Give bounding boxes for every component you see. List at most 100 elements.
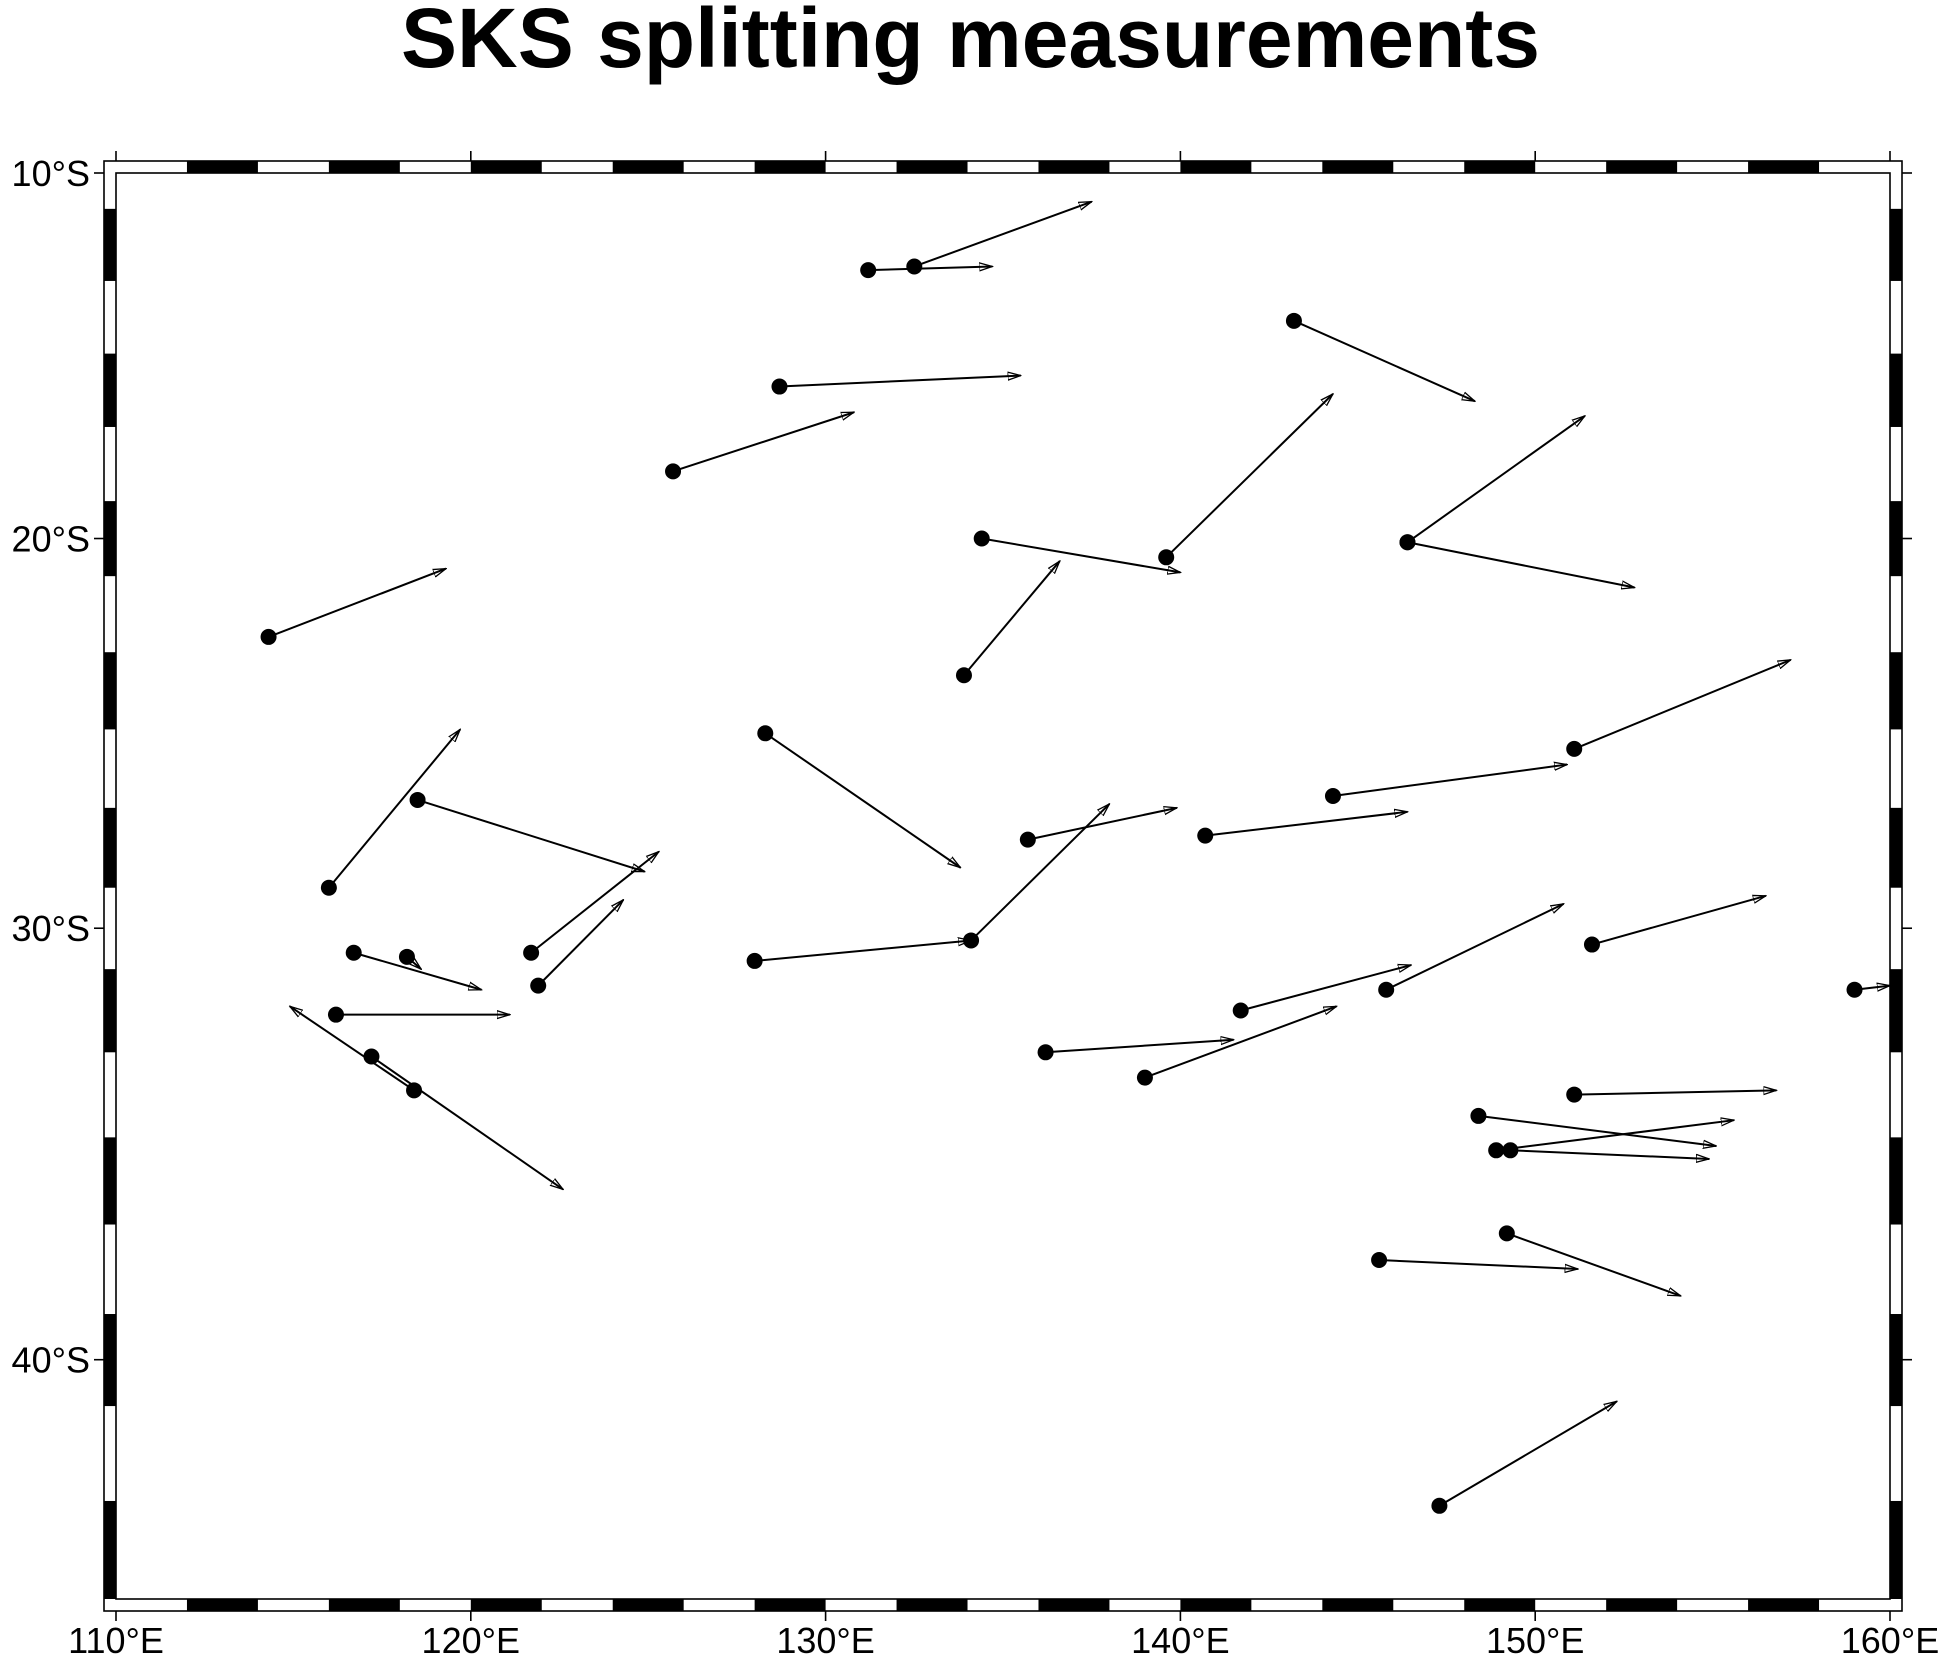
station-dot [1846,981,1863,998]
splitting-vector [672,411,854,473]
station-dot [1197,827,1214,844]
frame-segment [1890,501,1902,577]
frame-segment [104,353,116,427]
station-dot [1324,788,1341,805]
map-frame [103,160,1903,1612]
frame-segment [754,161,826,173]
splitting-vector [1574,1090,1776,1096]
frame-segment [104,1137,116,1225]
station-dot [1232,1002,1249,1019]
station-dot [1399,534,1416,551]
station-dot [771,378,788,395]
splitting-vector [963,561,1060,676]
splitting-vector [1332,765,1567,797]
frame-segment [1890,208,1902,281]
splitting-vector [290,1006,415,1092]
splitting-vector [1591,896,1766,946]
station-dot [757,725,774,742]
frame-segment [754,1599,826,1611]
splitting-vector [868,266,992,270]
frame-segment [1180,1599,1252,1611]
splitting-vector [328,729,460,889]
station-dot [327,1006,344,1023]
splitting-vector [537,900,623,987]
frame-inner [115,172,1891,1600]
frame-segment [104,1314,116,1407]
frame-segment [1890,807,1902,888]
frame-segment [104,1500,116,1599]
station-dot [1431,1497,1448,1514]
frame-segment [1890,969,1902,1053]
station-dot [963,932,980,949]
x-tick-label: 140°E [1131,1620,1229,1659]
station-dot [1583,936,1600,953]
station-dot [1037,1044,1054,1061]
station-dot [860,262,877,279]
frame-segment [896,1599,968,1611]
splitting-vector [1165,394,1333,559]
station-dot [1566,740,1583,757]
frame-segment [186,1599,258,1611]
frame-segment [470,1599,542,1611]
frame-segment [470,161,542,173]
frame-segment [1464,161,1536,173]
splitting-vector [981,537,1181,573]
station-dot [955,667,972,684]
splitting-vector [1385,904,1563,991]
splitting-vector [1240,965,1411,1012]
x-tick-label: 150°E [1486,1620,1584,1659]
splitting-vector [1144,1005,1337,1079]
station-dot [345,944,362,961]
frame-segment [1322,161,1394,173]
frame-segment [104,208,116,281]
frame-segment [104,501,116,577]
frame-segment [328,1599,400,1611]
splitting-vector [1045,1040,1234,1054]
frame-segment [1890,353,1902,427]
frame-segment [1606,1599,1678,1611]
frame-segment [104,969,116,1053]
splitting-vector [1027,808,1177,841]
frame-segment [1038,161,1110,173]
station-dot [1502,1142,1519,1159]
splitting-vector [764,732,960,867]
frame-segment [1180,161,1252,173]
y-tick-label: 20°S [12,519,90,560]
x-tick-label: 110°E [68,1620,164,1659]
station-dot [1371,1252,1388,1269]
station-dot [320,879,337,896]
station-dot [1285,312,1302,329]
station-dot [530,977,547,994]
axis-labels: 110°E 120°E 130°E 140°E 150°E 160°E 10°S 20°S 30… [12,153,1940,1659]
station-dot [1470,1107,1487,1124]
station-markers [260,258,1863,1514]
station-dot [363,1048,380,1065]
station-dot [746,952,763,969]
station-dot [409,791,426,808]
frame-segment [1322,1599,1394,1611]
splitting-vector [1406,416,1584,544]
station-dot [973,530,990,547]
station-dot [398,948,415,965]
map-title: SKS splitting measurements [401,0,1540,85]
splitting-vector [1573,658,1790,750]
frame-segment [612,161,684,173]
splitting-vector [779,376,1020,388]
x-tick-label: 160°E [1841,1620,1939,1659]
y-tick-label: 40°S [12,1340,90,1381]
frame-segment [1748,161,1820,173]
splitting-vector [530,852,659,954]
splitting-vector [370,1055,563,1190]
splitting-vector [1496,1120,1734,1152]
frame-segment [1038,1599,1110,1611]
splitting-vector [1510,1149,1709,1159]
x-tick-label: 130°E [776,1620,874,1659]
y-tick-label: 30°S [12,908,90,949]
splitting-vector [417,798,645,873]
station-dot [1019,831,1036,848]
splitting-vector [1407,541,1634,587]
splitting-vector [1506,1232,1681,1297]
station-dot [1136,1069,1153,1086]
frame-segment [612,1599,684,1611]
